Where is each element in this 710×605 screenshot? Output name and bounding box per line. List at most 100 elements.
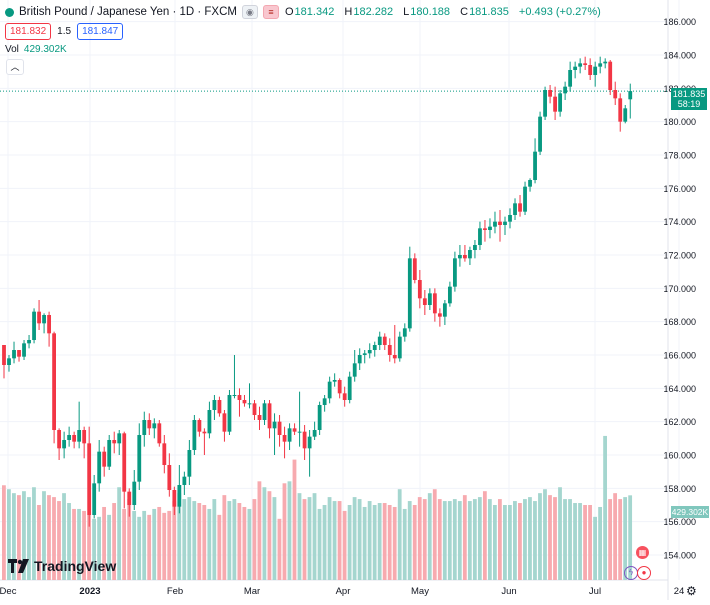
volume-bar (212, 499, 217, 580)
volume-bar (397, 489, 402, 580)
candle-body (362, 353, 367, 355)
volume-legend: Vol 429.302K (5, 44, 67, 55)
candle-body (257, 415, 262, 420)
volume-bar (22, 491, 26, 580)
y-tick-label: 178.000 (663, 151, 696, 161)
candle-body (317, 405, 322, 430)
candle-body (272, 421, 277, 429)
volume-bar (452, 499, 457, 580)
candle-body (392, 355, 397, 359)
candle-body (242, 400, 247, 404)
volume-bar (317, 508, 322, 580)
candle-body (618, 98, 623, 122)
volume-bar (247, 508, 252, 580)
volume-bar (462, 495, 467, 580)
volume-bar (37, 505, 41, 580)
volume-label[interactable]: Vol (5, 44, 19, 55)
candle-body (232, 395, 237, 396)
candle-body (57, 430, 62, 449)
volume-bar (87, 514, 91, 580)
volume-bar (107, 514, 112, 580)
settings-icon[interactable]: ⚙ (686, 584, 697, 598)
x-tick-label: Dec (0, 586, 17, 597)
volume-bar (157, 506, 162, 580)
volume-bar (272, 497, 277, 580)
candle-body (528, 180, 532, 187)
record-icon[interactable]: ● (637, 566, 651, 580)
flash-icon[interactable]: ϟ (624, 566, 638, 580)
volume-bar (372, 505, 377, 580)
volume-bar (508, 505, 512, 580)
candle-body (62, 440, 67, 449)
candle-body (172, 490, 177, 507)
candle-body (518, 203, 522, 212)
y-tick-label: 184.000 (663, 51, 696, 61)
volume-bar (132, 510, 137, 580)
calendar-icon[interactable]: ▦ (636, 546, 649, 559)
candle-body (227, 395, 232, 432)
volume-bar (332, 501, 337, 580)
candle-body (598, 63, 603, 67)
candle-body (608, 61, 613, 90)
candle-body (82, 430, 87, 444)
volume-bar (102, 506, 106, 580)
low-label: L (403, 6, 410, 18)
volume-bar (177, 493, 182, 580)
low-value: 180.188 (410, 6, 451, 18)
alert-icon[interactable]: ≡ (262, 5, 279, 19)
volume-bar (492, 505, 497, 580)
candle-body (127, 491, 132, 505)
candle-body (252, 403, 257, 415)
candle-body (152, 423, 157, 429)
candle-body (352, 363, 357, 377)
volume-bar (427, 493, 432, 580)
buy-price-button[interactable]: 181.847 (77, 23, 124, 40)
volume-bar (583, 505, 587, 580)
candle-body (27, 340, 31, 344)
close-label: C (460, 6, 469, 18)
candle-body (412, 258, 417, 280)
candle-body (523, 186, 527, 212)
quote-row: 181.832 1.5 181.847 (5, 23, 124, 40)
candle-body (77, 430, 82, 442)
candle-body (397, 336, 402, 359)
y-tick-label: 164.000 (663, 384, 696, 394)
candle-body (17, 350, 21, 357)
candle-body (32, 311, 36, 340)
volume-bar (232, 499, 237, 580)
last-price-tag: 181.835 58:19 (671, 88, 707, 110)
volume-bar (192, 501, 197, 580)
candle-body (357, 355, 362, 364)
candle-body (458, 255, 462, 259)
candle-body (12, 350, 16, 359)
volume-bar (257, 481, 262, 580)
candle-body (307, 436, 312, 449)
symbol-title[interactable]: British Pound / Japanese Yen · 1D · FXCM (19, 6, 237, 18)
volume-bar (227, 501, 232, 580)
candle-body (342, 393, 347, 400)
y-tick-label: 180.000 (663, 117, 696, 127)
candle-body (52, 333, 56, 430)
y-tick-label: 156.000 (663, 517, 696, 527)
sell-price-button[interactable]: 181.832 (5, 23, 52, 40)
volume-bar (202, 505, 207, 580)
volume-bar (457, 501, 462, 580)
volume-bar (357, 499, 362, 580)
volume-bar (347, 505, 352, 580)
candle-body (137, 435, 142, 482)
volume-bar (442, 501, 447, 580)
candle-body (142, 420, 147, 435)
tradingview-logo[interactable]: TradingView (8, 558, 116, 574)
candle-body (468, 250, 472, 259)
candle-body (347, 376, 352, 400)
volume-bar (352, 497, 357, 580)
candle-body (327, 381, 332, 399)
eye-icon[interactable]: ◉ (241, 5, 258, 19)
volume-bar (523, 499, 527, 580)
candle-body (22, 343, 26, 357)
candle-body (437, 313, 442, 317)
chevron-up-icon[interactable]: ︿ (6, 59, 24, 75)
candle-body (498, 221, 502, 225)
